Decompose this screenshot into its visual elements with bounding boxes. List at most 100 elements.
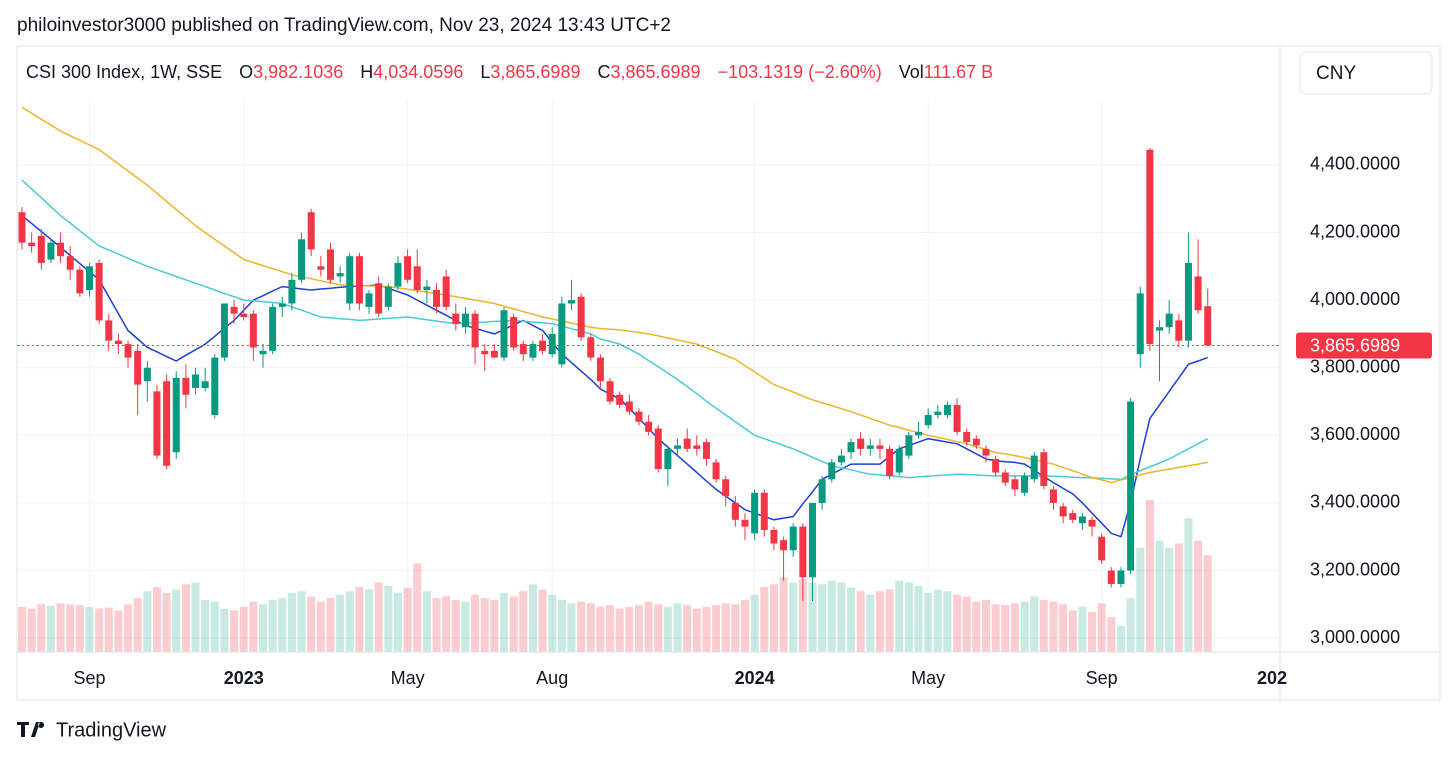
candle-body	[1021, 475, 1029, 493]
candle-body	[558, 303, 566, 365]
candle-body	[490, 350, 498, 358]
volume-bar	[789, 582, 798, 652]
volume-bar	[885, 589, 894, 652]
candle-body	[269, 306, 277, 351]
volume-bar	[307, 596, 316, 652]
candle-body	[915, 431, 923, 436]
volume-bar	[268, 599, 277, 652]
moving-average	[21, 215, 1208, 538]
volume-bar	[586, 603, 595, 652]
volume-bar	[278, 598, 287, 652]
candle-body	[143, 367, 151, 382]
volume-bar	[962, 596, 971, 652]
volume-bar	[837, 582, 846, 652]
volume-bar	[1020, 601, 1029, 652]
ohlc-key: O	[239, 62, 253, 82]
volume-bar	[230, 610, 239, 652]
candle-body	[326, 249, 334, 280]
candle-body	[298, 239, 306, 280]
y-tick-label: 3,400.0000	[1310, 492, 1400, 512]
chart-frame	[16, 45, 1441, 701]
candle-body	[1078, 516, 1086, 524]
candle-body	[85, 266, 93, 290]
y-tick-label: 3,000.0000	[1310, 627, 1400, 647]
candle-body	[645, 421, 653, 432]
candle-body	[1098, 536, 1106, 561]
volume-bar	[500, 592, 508, 652]
last-price-badge	[1296, 332, 1432, 359]
ohlc-value: 3,982.1036	[253, 62, 343, 82]
volume-bar	[490, 599, 499, 652]
volume-bar	[181, 584, 190, 652]
volume-bar	[1136, 547, 1145, 652]
volume-bar	[654, 604, 663, 652]
candle-body	[18, 212, 26, 243]
volume-bar	[432, 598, 441, 652]
x-tick-label: 2024	[735, 668, 775, 688]
candle-body	[1156, 327, 1164, 331]
volume-bar	[191, 582, 200, 652]
volume-bar	[519, 591, 528, 652]
candle-body	[972, 438, 980, 446]
volume-bar	[1030, 596, 1039, 652]
candle-body	[307, 212, 315, 250]
x-tick-label: 2023	[224, 668, 264, 688]
brand: TradingView	[56, 719, 167, 741]
candle-body	[1194, 276, 1202, 311]
volume-bar	[287, 592, 296, 652]
candle-body	[134, 350, 142, 385]
candle-body	[616, 394, 624, 405]
candle-body	[1069, 513, 1077, 520]
candle-body	[780, 540, 788, 551]
volume-bar	[27, 608, 36, 652]
candle-body	[481, 350, 489, 355]
volume-bar	[577, 601, 586, 652]
volume-bar	[259, 604, 267, 652]
candle-body	[28, 242, 36, 247]
volume-bar	[451, 599, 460, 652]
volume-bar	[471, 594, 480, 652]
volume-bar	[384, 585, 393, 652]
candle-body	[375, 283, 383, 314]
candle-body	[905, 435, 913, 456]
volume-bar	[895, 580, 904, 652]
candle-body	[317, 266, 325, 270]
candle-body	[105, 320, 113, 341]
volume-bar	[769, 584, 778, 652]
volume-bar	[741, 599, 749, 652]
volume-bar	[827, 580, 836, 652]
candle-body	[674, 445, 682, 449]
volume-bar	[538, 589, 547, 652]
volume-bar	[1107, 617, 1116, 652]
volume-bar	[798, 579, 807, 652]
candle-body	[886, 448, 894, 476]
volume-bar	[403, 587, 412, 652]
volume-bar	[461, 601, 470, 652]
candle-body	[577, 296, 585, 338]
candle-body	[934, 411, 942, 416]
candle-body	[1040, 452, 1048, 487]
volume-bar	[162, 592, 171, 652]
candle-body	[635, 411, 643, 422]
candle-body	[857, 438, 865, 449]
volume-bar	[1174, 543, 1183, 652]
volume-bar	[1078, 606, 1087, 652]
candle-body	[982, 448, 990, 456]
volume-bar	[991, 604, 1000, 652]
candle-body	[336, 273, 344, 277]
volume-bar	[914, 585, 923, 652]
candle-body	[1088, 519, 1096, 527]
x-tick-label: May	[911, 668, 945, 688]
currency-button[interactable]	[1299, 51, 1433, 95]
candle-body	[751, 492, 759, 534]
x-tick-label: 202	[1257, 668, 1287, 688]
volume-bar	[904, 582, 913, 652]
candle-body	[220, 303, 228, 358]
volume-bar	[634, 605, 643, 652]
candle-body	[500, 310, 508, 358]
ohlc-key: C	[597, 62, 610, 82]
volume-bar	[239, 606, 248, 652]
change: −103.1319 (−2.60%)	[718, 62, 882, 82]
volume-bar	[1184, 518, 1193, 652]
